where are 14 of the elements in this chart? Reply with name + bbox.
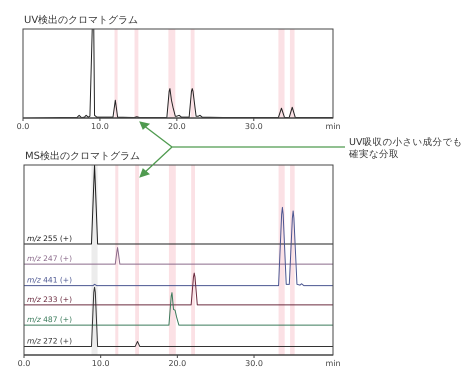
x-axis-title: min xyxy=(325,359,341,368)
text: UV吸収の小さい成分でも xyxy=(349,136,462,148)
x-tick-label: 10.0 xyxy=(91,122,109,131)
chart-title: MS検出のクロマトグラム xyxy=(25,150,140,162)
x-tick-label: 0.0 xyxy=(16,122,30,131)
x-tick-label: 20.0 xyxy=(168,359,186,368)
x-tick-label: 10.0 xyxy=(92,359,110,368)
x-tick-label: 30.0 xyxy=(245,359,263,368)
x-axis-title: min xyxy=(325,122,341,131)
x-tick-label: 20.0 xyxy=(168,122,186,131)
text: 確実な分取 xyxy=(348,148,399,160)
x-tick-label: 0.0 xyxy=(18,359,30,368)
chart-title: UV検出のクロマトグラム xyxy=(24,14,138,26)
x-tick-label: 30.0 xyxy=(244,122,263,131)
